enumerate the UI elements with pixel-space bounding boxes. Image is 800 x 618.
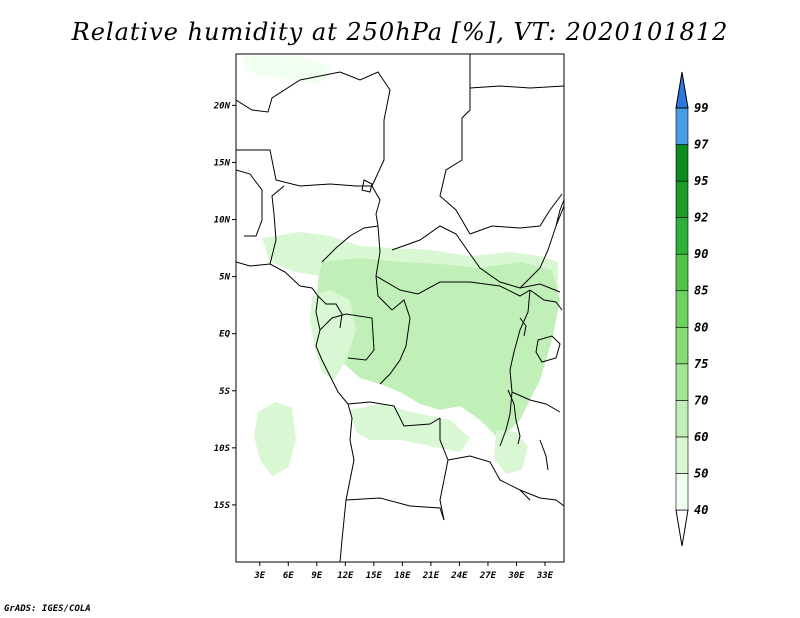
border-kenya-uganda <box>529 289 563 311</box>
lon-label-3e: 3E <box>253 571 265 581</box>
colorbar-segment-92 <box>675 180 689 218</box>
lon-label-24e: 24E <box>450 571 468 581</box>
lat-label-eq: EQ <box>219 330 230 340</box>
lat-label-5n: 5N <box>219 273 230 283</box>
border-egypt-sudan <box>439 54 471 235</box>
border-libya <box>371 185 381 227</box>
lake-albert <box>519 317 527 337</box>
colorbar-label-50: 50 <box>694 466 708 480</box>
colorbar-segment-40 <box>675 473 689 511</box>
humidity-region-central <box>316 258 560 440</box>
humidity-region-southwest <box>254 402 296 476</box>
colorbar-label-70: 70 <box>694 393 708 407</box>
map-title: Relative humidity at 250hPa [%], VT: 202… <box>71 18 729 46</box>
colorbar-label-92: 92 <box>694 211 708 225</box>
colorbar-label-85: 85 <box>694 284 708 298</box>
border-mozambique <box>519 489 564 507</box>
humidity-region-south <box>494 430 528 474</box>
border-nigeria-cameroon <box>321 225 379 263</box>
border-east-sudan <box>469 193 563 235</box>
humidity-region-south-belt <box>350 404 470 452</box>
humidity-region-west-coast <box>310 290 356 380</box>
colorbar-segment-50 <box>675 436 689 474</box>
colorbar-label-90: 90 <box>694 247 708 261</box>
lon-label-21e: 21E <box>422 571 440 581</box>
lat-label-10s: 10S <box>214 444 231 454</box>
lon-label-9e: 9E <box>311 571 322 581</box>
humidity-shading <box>244 56 560 476</box>
colorbar-segment-95 <box>675 144 689 182</box>
lake-malawi <box>539 439 549 471</box>
border-sahara-north <box>236 71 391 187</box>
colorbar-segment-75 <box>675 326 689 365</box>
border-angola-east <box>439 418 449 521</box>
colorbar-label-75: 75 <box>694 357 708 371</box>
colorbar-label-95: 95 <box>694 174 708 188</box>
coastline-north-east <box>469 85 564 89</box>
coastline-gulf-aden <box>555 199 564 227</box>
lake-chad <box>361 179 373 193</box>
longitude-labels: 3E 6E 9E 12E 15E 18E 21E 24E 27E 30E 33E <box>253 571 553 581</box>
border-ethiopia <box>519 205 564 289</box>
colorbar-segment-60 <box>675 400 689 438</box>
lake-tanganyika <box>507 389 521 445</box>
border-nigeria-north <box>269 185 285 265</box>
colorbar-label-40: 40 <box>694 503 708 517</box>
border-mali <box>236 169 263 237</box>
colorbar-label-60: 60 <box>694 430 708 444</box>
colorbar-lower-triangle <box>675 509 689 547</box>
lake-victoria <box>535 335 561 363</box>
border-zambia <box>447 455 531 501</box>
lon-label-33e: 33E <box>536 571 554 581</box>
latitude-labels: 20N 15N 10N 5N EQ 5S 10S 15S <box>213 101 231 511</box>
colorbar-segment-97 <box>675 107 689 145</box>
lat-label-5s: 5S <box>219 387 230 397</box>
colorbar-segment-85 <box>675 253 689 292</box>
lakes <box>361 179 561 471</box>
lat-label-15s: 15S <box>214 501 231 511</box>
border-car-drc <box>375 275 531 297</box>
colorbar-upper-triangle <box>675 71 689 109</box>
lat-label-10n: 10N <box>214 216 231 226</box>
border-niger <box>236 149 372 187</box>
border-gabon <box>319 313 375 361</box>
colorbar-label-97: 97 <box>694 138 709 152</box>
lon-label-27e: 27E <box>479 571 497 581</box>
border-congo-drc <box>379 299 411 385</box>
lat-label-15n: 15N <box>214 158 231 168</box>
colorbar-label-80: 80 <box>694 320 708 334</box>
colorbar-label-99: 99 <box>694 101 708 115</box>
border-drc-east <box>499 289 531 447</box>
border-angola-north <box>347 401 441 427</box>
coastline-west-africa <box>236 261 355 562</box>
boundaries <box>236 54 564 562</box>
humidity-region-far-north <box>244 56 332 84</box>
border-cameroon <box>317 295 343 329</box>
axis-ticks <box>232 104 546 566</box>
grads-credit: GrADS: IGES/COLA <box>4 604 91 614</box>
lat-label-20n: 20N <box>213 101 231 111</box>
colorbar: 40 50 60 70 75 80 85 90 92 95 97 99 <box>675 71 709 547</box>
lon-label-18e: 18E <box>394 571 411 581</box>
lon-label-30e: 30E <box>507 571 525 581</box>
colorbar-segment-80 <box>675 290 689 328</box>
lon-label-6e: 6E <box>283 571 294 581</box>
border-angola-south <box>345 497 445 521</box>
lon-label-12e: 12E <box>337 571 354 581</box>
border-tanzania <box>511 391 561 413</box>
border-car-sudan <box>391 225 561 293</box>
colorbar-segment-90 <box>675 217 689 255</box>
colorbar-segment-70 <box>675 363 689 401</box>
map-frame <box>235 53 565 563</box>
lon-label-15e: 15E <box>366 571 383 581</box>
